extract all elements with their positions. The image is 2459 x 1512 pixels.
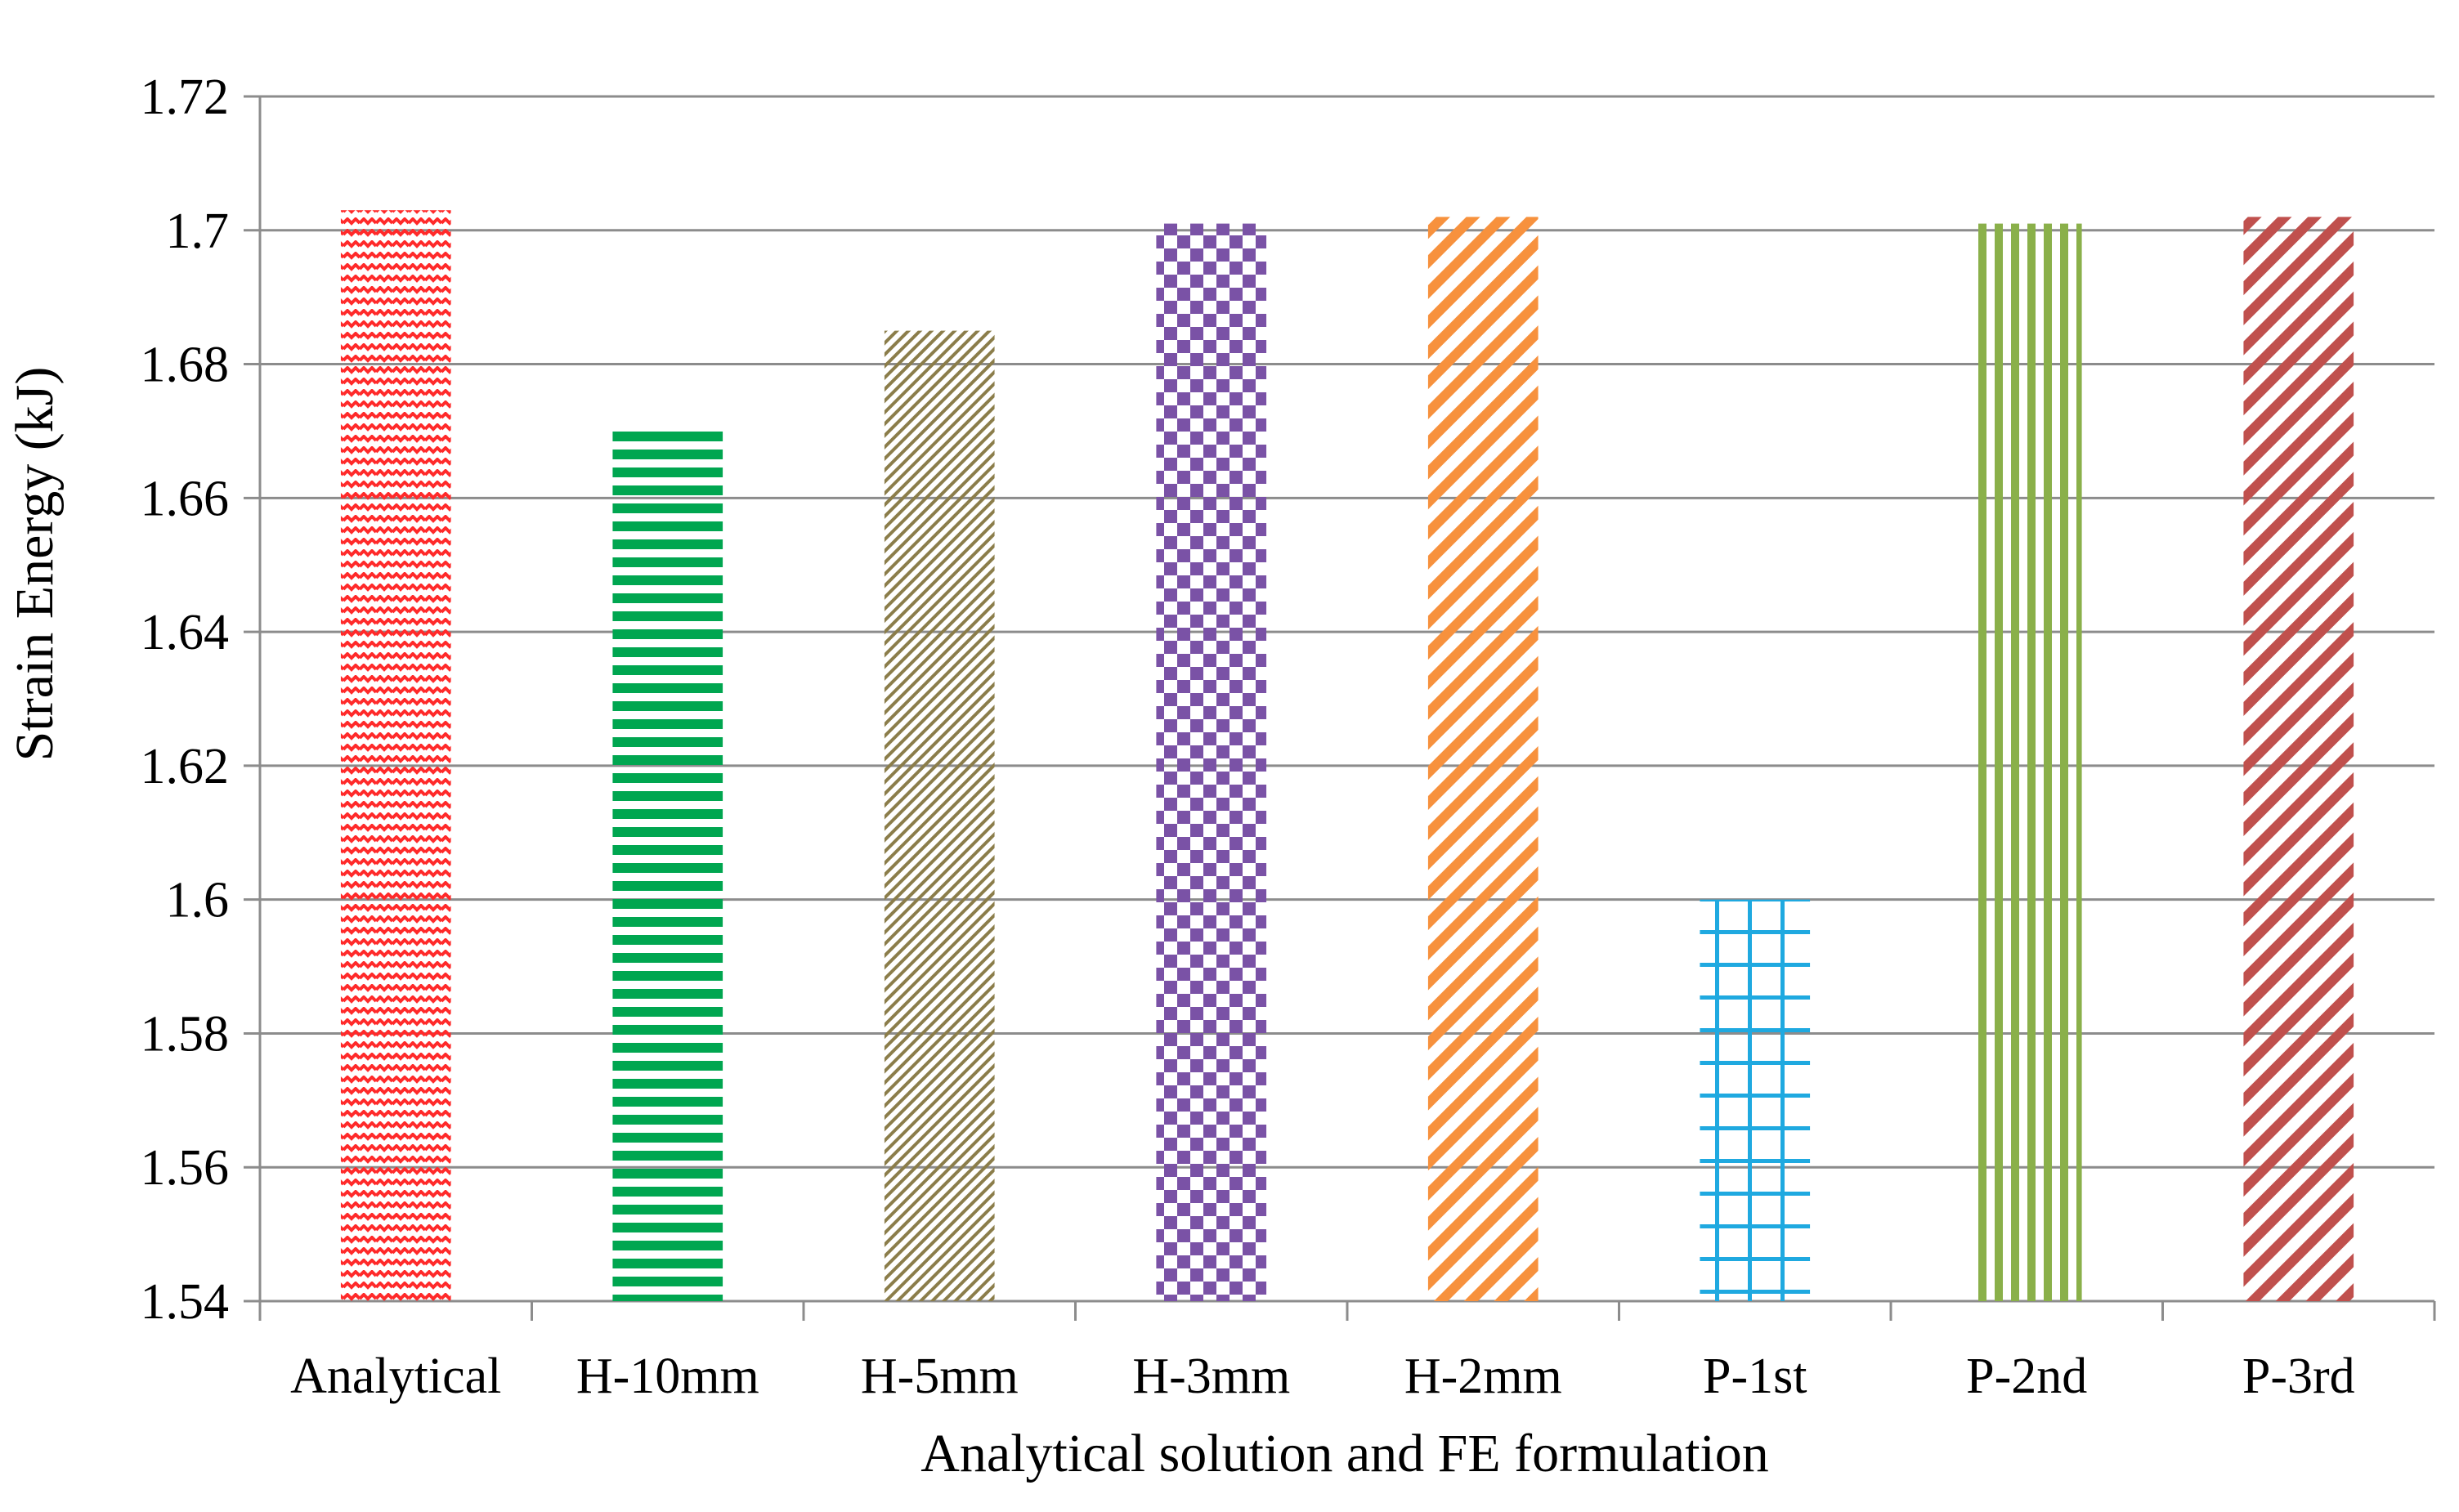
y-tick-label: 1.72 bbox=[141, 69, 230, 125]
y-tick-label: 1.66 bbox=[141, 471, 230, 526]
y-tick-label: 1.7 bbox=[166, 204, 230, 259]
x-axis-title: Analytical solution and FE formulation bbox=[920, 1424, 1769, 1483]
y-tick-label: 1.64 bbox=[141, 605, 230, 660]
bar-p-2nd bbox=[1971, 223, 2082, 1302]
y-tick-label: 1.58 bbox=[141, 1006, 230, 1062]
bars bbox=[340, 210, 2354, 1302]
x-category-label: H-5mm bbox=[861, 1349, 1019, 1404]
x-category-label: Analytical bbox=[290, 1349, 501, 1404]
bar-p-3rd bbox=[2243, 217, 2354, 1301]
y-tick-label: 1.62 bbox=[141, 739, 230, 794]
bar-analytical bbox=[340, 210, 451, 1301]
bar-h-2mm bbox=[1427, 217, 1539, 1301]
x-category-label: H-10mm bbox=[576, 1349, 759, 1404]
y-axis-title: Strain Energy (kJ) bbox=[5, 367, 65, 762]
gridlines bbox=[260, 95, 2434, 1169]
y-tick-label: 1.54 bbox=[141, 1274, 230, 1330]
bar-h-3mm bbox=[1156, 223, 1267, 1302]
x-category-label: P-2nd bbox=[1966, 1349, 2087, 1404]
x-category-label: H-3mm bbox=[1132, 1349, 1290, 1404]
x-category-label: P-1st bbox=[1703, 1349, 1807, 1404]
labels: 1.54 1.56 1.58 1.6 1.62 1.64 1.66 1.68 1.7 1.72 An… bbox=[141, 69, 2355, 1404]
y-tick-label: 1.6 bbox=[166, 873, 230, 928]
bar-p-1st bbox=[1700, 899, 1811, 1301]
bar-h-5mm bbox=[884, 330, 995, 1302]
y-tick-label: 1.56 bbox=[141, 1140, 230, 1196]
bar-h-10mm bbox=[612, 431, 723, 1301]
y-tick-label: 1.68 bbox=[141, 338, 230, 393]
axes bbox=[244, 95, 2436, 1321]
x-category-label: H-2mm bbox=[1404, 1349, 1562, 1404]
x-category-label: P-3rd bbox=[2242, 1349, 2355, 1404]
